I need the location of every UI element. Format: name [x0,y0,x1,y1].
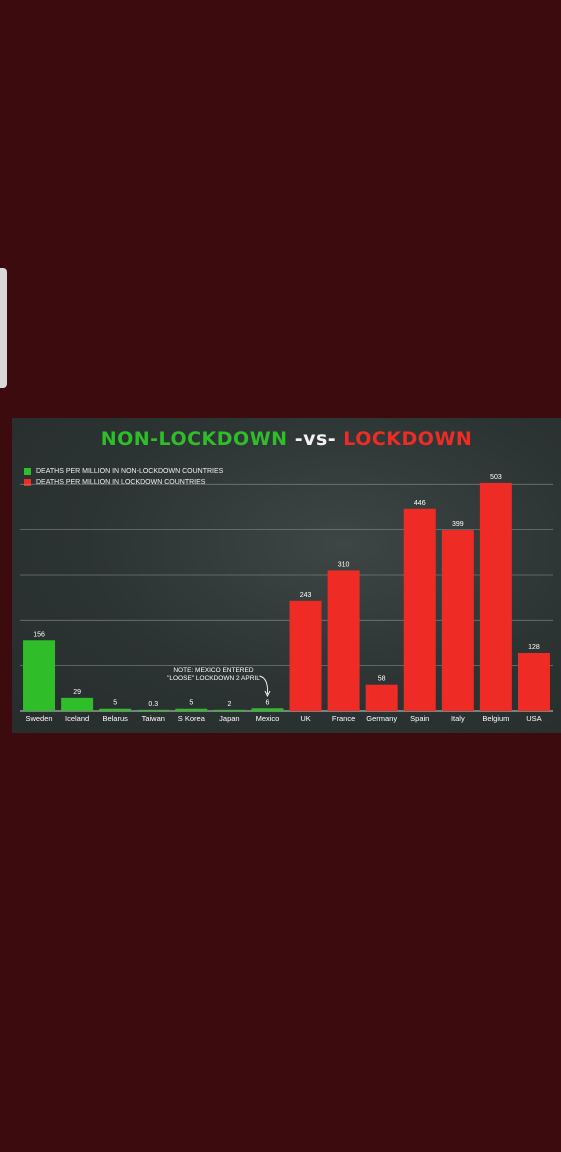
tick-label-france: France [332,714,355,723]
annotation-line-1: NOTE: MEXICO ENTERED [173,667,253,674]
title-vs: -vs- [294,428,337,450]
data-label-spain: 446 [414,500,426,507]
bar-uk [289,600,322,711]
tick-label-germany: Germany [366,714,397,723]
title-non-lockdown: NON-LOCKDOWN [100,428,288,450]
annotation-arrow [259,675,269,695]
data-label-iceland: 29 [73,689,81,696]
chart-panel: NON-LOCKDOWN -vs- LOCKDOWN DEATHS PER MI… [12,418,561,733]
data-label-italy: 399 [452,521,464,528]
data-label-taiwan: 0.3 [148,701,158,708]
tick-label-uk: UK [300,714,310,723]
bar-mexico [251,708,284,711]
legend-swatch-red [24,479,31,486]
bar-iceland [61,697,94,711]
data-label-belarus: 5 [113,700,117,707]
bar-spain [403,508,436,711]
legend-swatch-green [24,468,31,475]
data-label-belgium: 503 [490,474,502,481]
annotation-arrow-head [264,690,271,698]
chart-title: NON-LOCKDOWN -vs- LOCKDOWN [12,428,561,450]
tick-label-spain: Spain [410,714,429,723]
legend: DEATHS PER MILLION IN NON-LOCKDOWN COUNT… [24,466,223,488]
bar-france [327,570,360,711]
bar-taiwan [137,709,170,711]
title-lockdown: LOCKDOWN [343,428,473,450]
data-label-germany: 58 [378,676,386,683]
bar-belgium [479,482,512,711]
tick-label-belgium: Belgium [482,714,509,723]
data-label-japan: 2 [227,701,231,708]
bar-sweden [23,640,56,711]
bar-s-korea [175,708,208,711]
tick-label-usa: USA [526,714,541,723]
data-label-uk: 243 [300,592,312,599]
data-label-france: 310 [338,561,350,568]
bar-italy [441,530,474,711]
bar-germany [365,684,398,711]
tick-label-s-korea: S Korea [178,714,206,723]
legend-label-non-lockdown: DEATHS PER MILLION IN NON-LOCKDOWN COUNT… [36,468,224,475]
legend-item-lockdown: DEATHS PER MILLION IN LOCKDOWN COUNTRIES [24,477,223,488]
tick-label-iceland: Iceland [65,714,89,723]
tick-label-sweden: Sweden [25,714,52,723]
annotation-line-2: "LOOSE" LOCKDOWN 2 APRIL [167,675,260,682]
tick-label-japan: Japan [219,714,239,723]
side-handle[interactable] [0,268,7,388]
tick-label-belarus: Belarus [102,714,128,723]
tick-label-mexico: Mexico [256,714,280,723]
bar-japan [213,709,246,711]
data-label-mexico: 6 [266,699,270,706]
legend-label-lockdown: DEATHS PER MILLION IN LOCKDOWN COUNTRIES [36,479,206,486]
tick-label-taiwan: Taiwan [142,714,165,723]
tick-label-italy: Italy [451,714,465,723]
legend-item-non-lockdown: DEATHS PER MILLION IN NON-LOCKDOWN COUNT… [24,466,223,477]
data-label-usa: 128 [528,644,540,651]
data-label-sweden: 156 [33,631,45,638]
bar-belarus [99,708,132,711]
bar-usa [517,652,550,711]
data-label-s-korea: 5 [189,700,193,707]
bar-chart: 156 Sweden 29 Iceland 5 Belarus 0.3 Taiwan 5 S Ko… [20,474,553,723]
